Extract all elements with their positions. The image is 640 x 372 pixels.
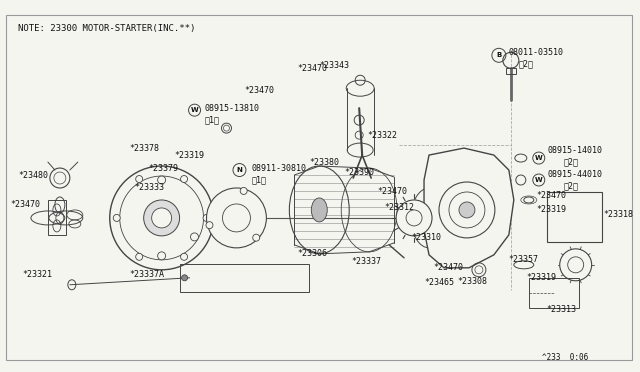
- Text: （1）: （1）: [252, 176, 266, 185]
- Text: *23322: *23322: [367, 131, 397, 140]
- Circle shape: [206, 222, 213, 229]
- Text: 〈2〉: 〈2〉: [519, 60, 534, 69]
- Text: *23333: *23333: [134, 183, 164, 192]
- Text: N: N: [237, 167, 243, 173]
- Circle shape: [136, 253, 143, 260]
- Text: *23310: *23310: [411, 233, 441, 243]
- Text: *23470: *23470: [244, 86, 275, 95]
- Text: *23378: *23378: [130, 144, 160, 153]
- Text: ^233  0:06: ^233 0:06: [543, 353, 589, 362]
- Text: *23319: *23319: [527, 273, 557, 282]
- Circle shape: [180, 253, 188, 260]
- Circle shape: [180, 176, 188, 183]
- Ellipse shape: [311, 198, 327, 222]
- Bar: [48, 200, 66, 235]
- Circle shape: [253, 234, 260, 241]
- Text: *23390: *23390: [344, 167, 374, 177]
- Text: *23465: *23465: [424, 278, 454, 287]
- Text: *23337A: *23337A: [130, 270, 164, 279]
- Text: 〈2〉: 〈2〉: [564, 182, 579, 190]
- Circle shape: [136, 176, 143, 183]
- Text: 08911-30810: 08911-30810: [252, 164, 307, 173]
- Text: *23319: *23319: [175, 151, 205, 160]
- Text: *23343: *23343: [319, 61, 349, 70]
- Text: 08915-44010: 08915-44010: [548, 170, 603, 179]
- Circle shape: [152, 208, 172, 228]
- Text: *23470: *23470: [433, 263, 463, 272]
- Circle shape: [191, 233, 198, 241]
- Circle shape: [182, 275, 188, 281]
- Text: *23337: *23337: [351, 257, 381, 266]
- Text: *23318: *23318: [604, 211, 634, 219]
- Text: 08011-03510: 08011-03510: [509, 48, 564, 57]
- Text: *23470: *23470: [377, 187, 407, 196]
- Circle shape: [459, 202, 475, 218]
- Circle shape: [203, 214, 210, 221]
- Bar: [547, 192, 602, 242]
- Text: *23306: *23306: [298, 249, 327, 258]
- Text: 〈2〉: 〈2〉: [564, 158, 579, 167]
- Text: *23308: *23308: [457, 277, 487, 286]
- Text: B: B: [496, 52, 502, 58]
- Circle shape: [113, 214, 120, 221]
- Text: *23379: *23379: [148, 164, 179, 173]
- Circle shape: [157, 176, 166, 184]
- Circle shape: [109, 166, 214, 270]
- Text: W: W: [535, 155, 543, 161]
- Circle shape: [157, 252, 166, 260]
- Circle shape: [143, 200, 180, 236]
- Text: （1）: （1）: [205, 116, 220, 125]
- Text: *23313: *23313: [547, 305, 577, 314]
- Bar: [529, 278, 579, 308]
- Text: *23480: *23480: [18, 170, 48, 180]
- Ellipse shape: [411, 188, 447, 248]
- Text: 08915-14010: 08915-14010: [548, 145, 603, 155]
- Text: *23357: *23357: [509, 255, 539, 264]
- Text: *23470: *23470: [10, 201, 40, 209]
- Text: *23312: *23312: [384, 203, 414, 212]
- Text: *23470: *23470: [298, 64, 327, 73]
- Circle shape: [240, 187, 247, 195]
- Circle shape: [207, 188, 266, 248]
- Bar: [506, 68, 516, 74]
- Circle shape: [396, 200, 432, 236]
- Circle shape: [560, 249, 591, 281]
- Bar: [180, 264, 309, 292]
- Text: *23470: *23470: [537, 192, 567, 201]
- Text: W: W: [535, 177, 543, 183]
- Text: 08915-13810: 08915-13810: [205, 104, 260, 113]
- Text: W: W: [191, 107, 198, 113]
- Text: *23321: *23321: [22, 270, 52, 279]
- Text: *23380: *23380: [309, 158, 339, 167]
- Text: *23319: *23319: [537, 205, 567, 214]
- Circle shape: [439, 182, 495, 238]
- Polygon shape: [424, 148, 514, 268]
- Text: NOTE: 23300 MOTOR-STARTER(INC.**): NOTE: 23300 MOTOR-STARTER(INC.**): [18, 24, 195, 33]
